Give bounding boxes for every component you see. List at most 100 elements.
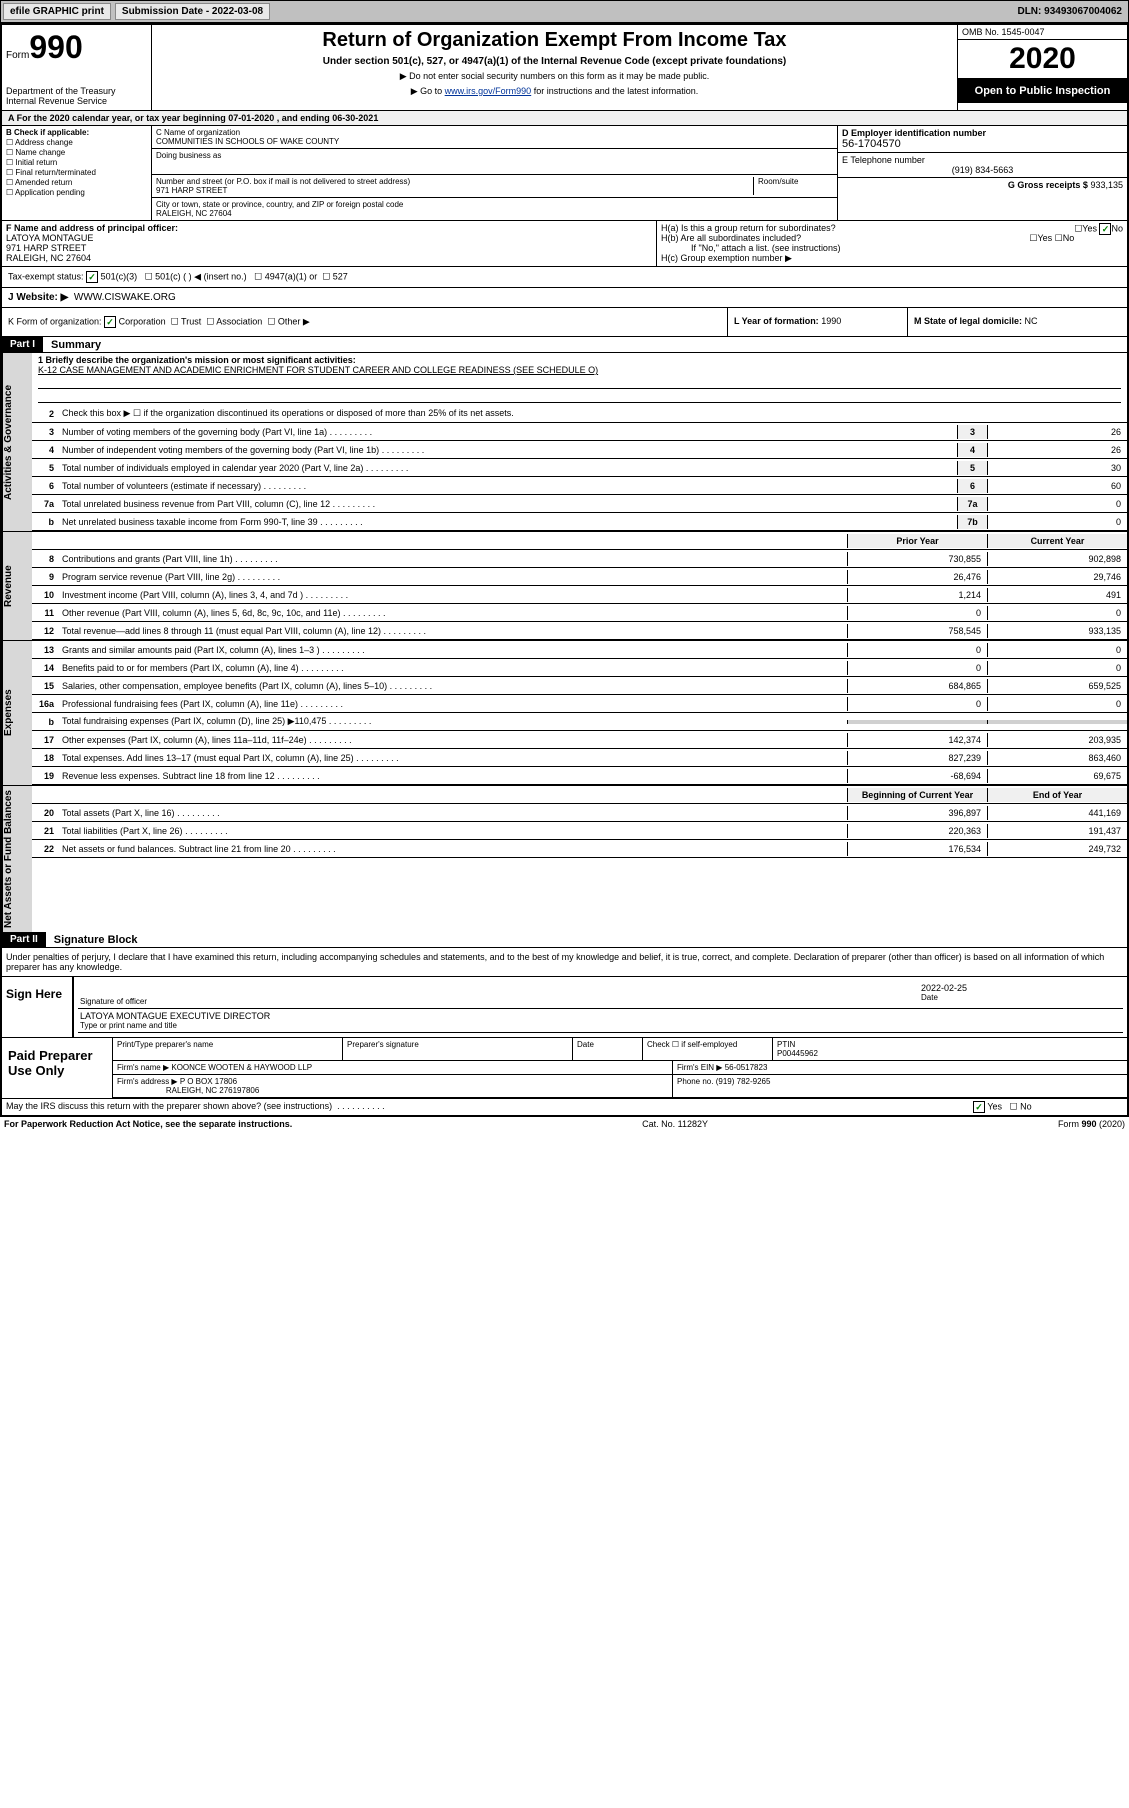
line-num: b [32,715,58,729]
chk-address[interactable]: ☐ Address change [6,138,147,147]
chk-amended[interactable]: ☐ Amended return [6,178,147,187]
officer-label: F Name and address of principal officer: [6,223,652,233]
opt-pending: Application pending [15,188,85,197]
data-row: 15 Salaries, other compensation, employe… [32,677,1127,695]
line-box: 5 [957,461,987,475]
line-text: Benefits paid to or for members (Part IX… [58,661,847,675]
tax-exempt-label: Tax-exempt status: [8,271,84,281]
form-prefix: Form [6,50,29,61]
begin-hdr: Beginning of Current Year [847,788,987,802]
line-num: 3 [32,425,58,439]
website-label: J Website: ▶ [8,292,68,303]
form-no-footer: Form 990 (2020) [1058,1119,1125,1129]
website-url: WWW.CISWAKE.ORG [74,292,176,303]
chk-501c3[interactable] [86,271,98,283]
line-box: 7a [957,497,987,511]
current-val: 0 [987,697,1127,711]
hb-note: If "No," attach a list. (see instruction… [661,243,1123,253]
ptin: P00445962 [777,1049,818,1058]
prep-self-hdr: Check ☐ if self-employed [642,1038,772,1060]
data-row: 14 Benefits paid to or for members (Part… [32,659,1127,677]
line-val: 30 [987,461,1127,475]
line-num: 13 [32,643,58,657]
line-num: 19 [32,769,58,783]
prior-val: 142,374 [847,733,987,747]
omb-number: OMB No. 1545-0047 [958,25,1127,40]
data-row: 16a Professional fundraising fees (Part … [32,695,1127,713]
current-val: 203,935 [987,733,1127,747]
line-text: Total number of individuals employed in … [58,461,957,475]
ptin-label: PTIN [777,1040,795,1049]
form-number: 990 [29,29,82,65]
line-num: 14 [32,661,58,675]
opt-other: Other ▶ [278,316,310,326]
l-label: L Year of formation: [734,316,819,326]
efile-button[interactable]: efile GRAPHIC print [3,3,111,20]
org-name: COMMUNITIES IN SCHOOLS OF WAKE COUNTY [156,137,833,146]
prior-val: 827,239 [847,751,987,765]
line-text: Revenue less expenses. Subtract line 18 … [58,769,847,783]
part1-hdr: Part I [2,337,43,352]
data-row: 19 Revenue less expenses. Subtract line … [32,767,1127,785]
opt-trust: Trust [181,316,201,326]
data-row: 22 Net assets or fund balances. Subtract… [32,840,1127,858]
form990-link[interactable]: www.irs.gov/Form990 [445,86,532,96]
chk-initial[interactable]: ☐ Initial return [6,158,147,167]
cat-no: Cat. No. 11282Y [642,1119,708,1129]
ha-no[interactable] [1099,223,1111,235]
line-num: 20 [32,806,58,820]
ha: H(a) Is this a group return for subordin… [661,223,1123,233]
line-num: 16a [32,697,58,711]
m-label: M State of legal domicile: [914,316,1022,326]
line-num: 21 [32,824,58,838]
current-val: 902,898 [987,552,1127,566]
current-val: 0 [987,606,1127,620]
gov-row: b Net unrelated business taxable income … [32,513,1127,531]
part2-title: Signature Block [46,934,138,946]
gov-row: 3 Number of voting members of the govern… [32,423,1127,441]
line-num: 15 [32,679,58,693]
line-text: Net unrelated business taxable income fr… [58,515,957,529]
opt-final: Final return/terminated [15,168,95,177]
line-text: Contributions and grants (Part VIII, lin… [58,552,847,566]
m-val: NC [1025,316,1038,326]
line-num: 17 [32,733,58,747]
ein: 56-1704570 [842,138,1123,150]
line-val: 0 [987,515,1127,529]
gov-row: 6 Total number of volunteers (estimate i… [32,477,1127,495]
firm-ein: 56-0517823 [725,1063,768,1072]
line-text: Total fundraising expenses (Part IX, col… [58,714,847,729]
prep-name-hdr: Print/Type preparer's name [112,1038,342,1060]
main-title: Return of Organization Exempt From Incom… [156,29,953,52]
line-num: 12 [32,624,58,638]
prior-val: 0 [847,643,987,657]
data-row: 13 Grants and similar amounts paid (Part… [32,641,1127,659]
phone: (919) 834-5663 [842,165,1123,175]
current-val: 249,732 [987,842,1127,856]
instr1: ▶ Do not enter social security numbers o… [156,71,953,82]
opt-corp: Corporation [119,316,166,326]
current-val: 69,675 [987,769,1127,783]
sig-officer-label: Signature of officer [80,997,921,1006]
data-row: b Total fundraising expenses (Part IX, c… [32,713,1127,731]
opt-initial: Initial return [15,158,57,167]
data-row: 11 Other revenue (Part VIII, column (A),… [32,604,1127,622]
chk-pending[interactable]: ☐ Application pending [6,188,147,197]
chk-name[interactable]: ☐ Name change [6,148,147,157]
line-val: 26 [987,443,1127,457]
line-text: Net assets or fund balances. Subtract li… [58,842,847,856]
chk-corp[interactable] [104,316,116,328]
firm-addr2: RALEIGH, NC 276197806 [166,1086,259,1095]
prior-val: 176,534 [847,842,987,856]
discuss-yes[interactable] [973,1101,985,1113]
declaration: Under penalties of perjury, I declare th… [2,948,1127,976]
hb-text: H(b) Are all subordinates included? [661,233,801,243]
line-num: 7a [32,497,58,511]
sig-name-label: Type or print name and title [80,1021,270,1030]
chk-final[interactable]: ☐ Final return/terminated [6,168,147,177]
line-text: Number of voting members of the governin… [58,425,957,439]
firm-label: Firm's name ▶ [117,1063,169,1072]
current-val: 863,460 [987,751,1127,765]
paperwork-notice: For Paperwork Reduction Act Notice, see … [4,1119,292,1129]
part1-title: Summary [43,339,101,351]
